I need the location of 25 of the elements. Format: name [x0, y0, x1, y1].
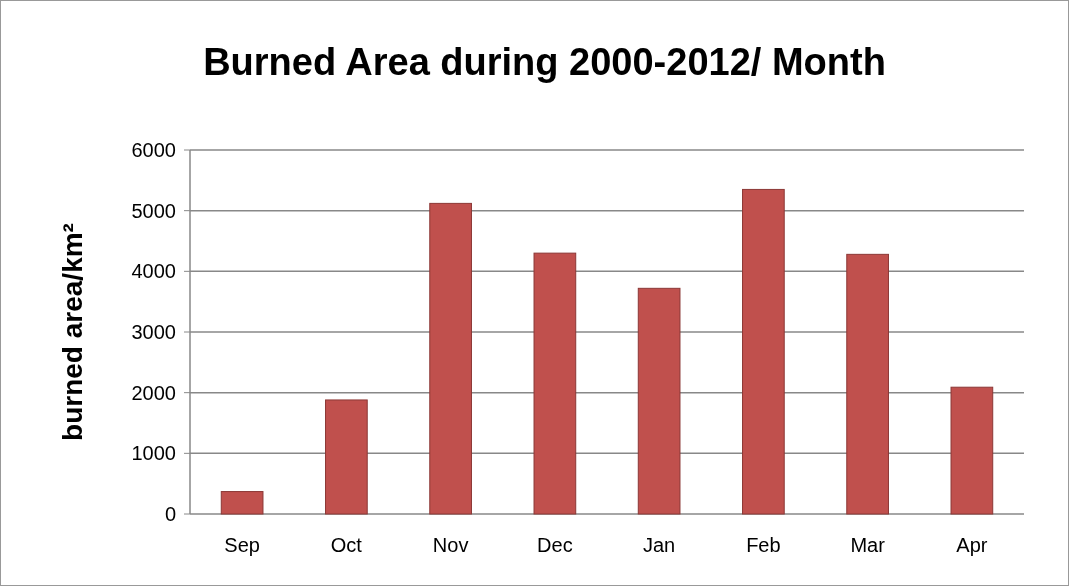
bar: [742, 188, 785, 515]
x-tick-label: Apr: [956, 534, 988, 556]
bar: [846, 253, 889, 515]
chart-title: Burned Area during 2000-2012/ Month: [203, 41, 886, 83]
bar: [429, 202, 472, 515]
y-tick-label: 2000: [131, 381, 176, 404]
x-tick-label: Dec: [537, 534, 573, 556]
y-axis-title: burned area/km²: [57, 223, 88, 441]
x-tick-label: Feb: [746, 534, 781, 556]
x-tick-label: Nov: [432, 534, 469, 556]
x-tick-label: Oct: [330, 534, 363, 556]
y-tick-label: 1000: [131, 442, 176, 465]
bar: [950, 386, 994, 515]
bar: [533, 252, 577, 515]
x-tick-label: Jan: [643, 534, 676, 556]
y-tick-label: 5000: [131, 199, 176, 222]
y-tick-label: 3000: [131, 321, 176, 343]
bar: [220, 491, 264, 515]
y-tick-label: 4000: [131, 260, 176, 283]
y-tick-label: 0: [164, 503, 176, 525]
x-tick-label: Mar: [850, 534, 886, 556]
x-tick-label: Sep: [224, 534, 260, 556]
y-tick-label: 6000: [131, 139, 176, 161]
bar: [637, 287, 681, 515]
bar: [325, 399, 368, 515]
